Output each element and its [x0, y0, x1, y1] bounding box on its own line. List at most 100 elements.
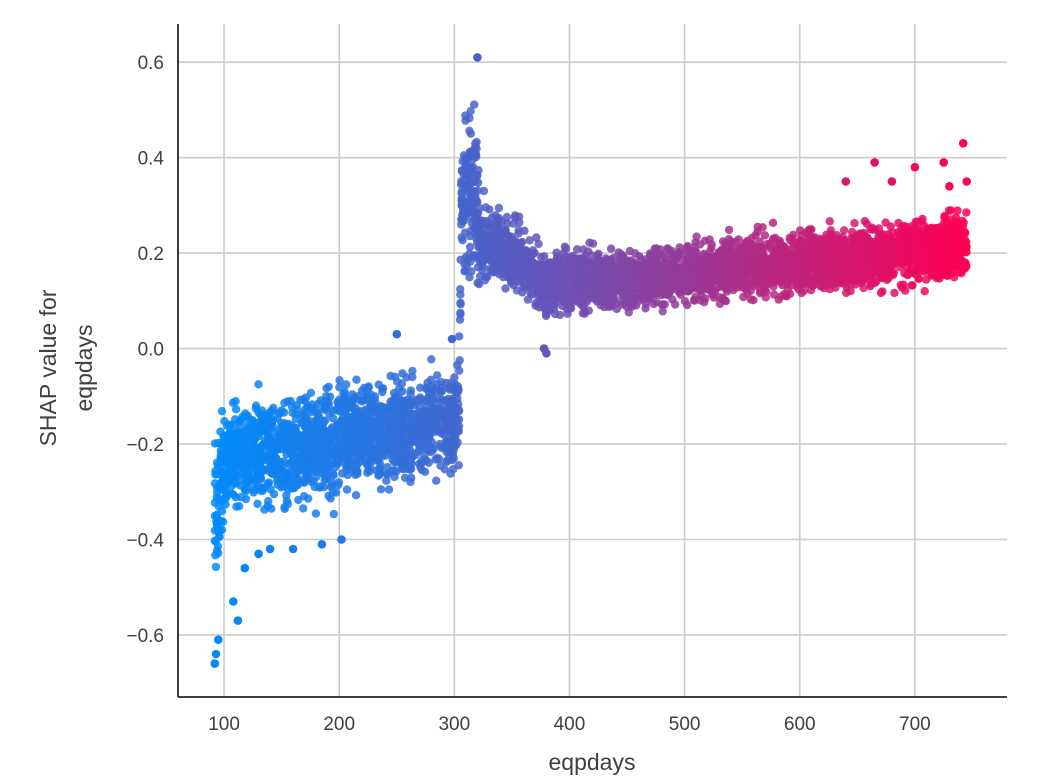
scatter-point	[465, 242, 475, 252]
scatter-point	[282, 496, 291, 506]
scatter-point	[579, 301, 588, 310]
scatter-point	[457, 177, 466, 186]
scatter-point	[324, 450, 334, 459]
scatter-point	[409, 411, 418, 420]
scatter-point	[270, 441, 280, 450]
scatter-point	[949, 273, 959, 282]
scatter-point	[514, 212, 524, 221]
scatter-point	[742, 256, 751, 265]
scatter-point	[466, 129, 476, 138]
scatter-point	[682, 243, 692, 252]
scatter-point	[484, 221, 494, 230]
scatter-point	[226, 457, 235, 467]
scatter-point	[316, 396, 325, 405]
scatter-point	[230, 415, 240, 424]
scatter-point	[313, 455, 322, 464]
scatter-point	[749, 296, 758, 305]
scatter-point	[420, 409, 429, 419]
scatter-point	[810, 262, 819, 272]
scatter-point	[465, 212, 474, 221]
scatter-point	[352, 375, 361, 384]
scatter-point	[714, 259, 723, 269]
scatter-point	[946, 233, 956, 243]
scatter-point	[890, 288, 899, 298]
scatter-point	[526, 288, 535, 298]
scatter-point	[641, 261, 650, 271]
scatter-point	[448, 449, 458, 459]
scatter-point	[446, 469, 455, 478]
scatter-point	[397, 379, 407, 388]
scatter-point	[378, 384, 388, 393]
scatter-point	[588, 239, 598, 248]
scatter-point	[659, 260, 668, 269]
scatter-point	[894, 227, 903, 237]
scatter-point	[406, 454, 416, 463]
scatter-point	[961, 258, 970, 267]
scatter-point	[211, 551, 220, 560]
scatter-point	[338, 469, 347, 478]
scatter-point	[362, 412, 372, 421]
scatter-point	[438, 426, 447, 435]
scatter-point	[848, 262, 857, 271]
scatter-point	[776, 277, 786, 287]
scatter-point	[364, 382, 373, 391]
scatter-point	[417, 466, 427, 475]
scatter-point	[683, 300, 692, 310]
scatter-point	[950, 251, 960, 260]
scatter-point	[481, 203, 490, 212]
scatter-point	[844, 269, 853, 279]
scatter-point	[456, 285, 465, 294]
scatter-point	[291, 414, 301, 424]
scatter-point	[718, 293, 727, 302]
scatter-point	[336, 399, 345, 409]
scatter-point	[427, 437, 436, 447]
scatter-point	[401, 447, 411, 457]
scatter-point	[726, 245, 736, 255]
scatter-point	[849, 243, 858, 252]
scatter-point	[280, 398, 289, 408]
scatter-point	[260, 411, 269, 420]
scatter-point	[452, 389, 461, 398]
scatter-point	[437, 378, 446, 387]
scatter-point	[301, 393, 311, 402]
scatter-point	[769, 290, 779, 299]
scatter-point	[657, 300, 667, 309]
scatter-point	[342, 380, 351, 389]
scatter-point	[260, 505, 269, 514]
scatter-point	[839, 226, 849, 235]
scatter-point	[476, 255, 485, 264]
scatter-point	[502, 212, 512, 222]
scatter-point	[335, 383, 344, 392]
scatter-point	[907, 281, 916, 290]
scatter-point	[326, 494, 335, 503]
scatter-point	[362, 393, 371, 402]
scatter-point	[682, 287, 691, 296]
scatter-point	[351, 491, 361, 500]
scatter-point	[292, 432, 302, 441]
scatter-point	[465, 273, 474, 282]
scatter-point	[267, 504, 276, 513]
scatter-point	[431, 418, 440, 427]
scatter-point	[390, 466, 399, 475]
scatter-point	[550, 309, 560, 319]
scatter-point	[271, 453, 281, 462]
scatter-point	[299, 504, 308, 513]
scatter-point	[240, 484, 250, 493]
scatter-point	[507, 232, 516, 241]
scatter-point	[836, 236, 845, 245]
scatter-point	[861, 273, 871, 282]
scatter-point	[389, 388, 399, 398]
scatter-point	[785, 233, 794, 243]
scatter-point	[700, 236, 710, 245]
scatter-point	[883, 260, 893, 270]
scatter-point	[335, 376, 344, 385]
scatter-point	[465, 249, 474, 258]
scatter-point	[673, 252, 683, 261]
scatter-point	[614, 248, 623, 257]
scatter-point	[591, 265, 600, 274]
scatter-point	[526, 265, 536, 274]
scatter-point	[534, 239, 543, 249]
scatter-point	[735, 243, 744, 252]
scatter-point	[953, 222, 963, 231]
scatter-point	[474, 279, 484, 289]
